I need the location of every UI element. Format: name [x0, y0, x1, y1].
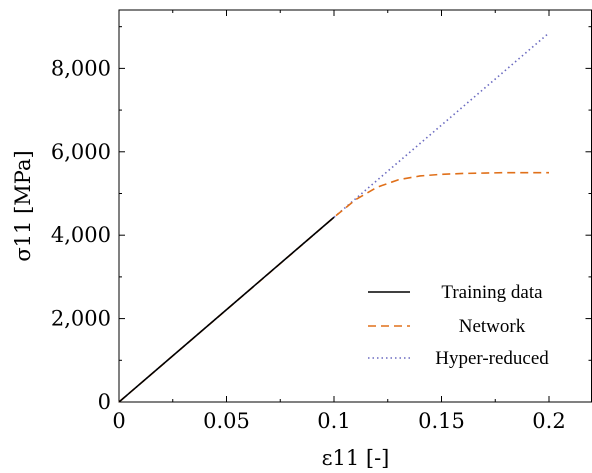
series-layer [118, 32, 550, 403]
plot-frame [118, 9, 592, 403]
legend-label: Network [459, 316, 526, 337]
legend-label: Hyper-reduced [435, 348, 549, 369]
axis-ticks: 0 0.05 0.1 0.15 0.2 0 2,000 4,000 6,000 8,000 [51, 10, 592, 433]
x-axis-label: ε11 [-] [322, 446, 390, 470]
y-tick-label: 2,000 [51, 307, 111, 331]
y-tick-label: 6,000 [51, 140, 111, 164]
y-tick-label: 4,000 [51, 223, 111, 247]
plot-area [118, 9, 592, 403]
x-tick-label: 0.05 [203, 409, 250, 433]
y-axis-label: σ11 [MPa] [11, 150, 35, 261]
x-tick-label: 0 [112, 409, 125, 433]
training-data-line [118, 216, 335, 403]
y-tick-label: 0 [98, 390, 111, 414]
x-tick-label: 0.2 [532, 409, 565, 433]
legend: Training data Network Hyper-reduced [368, 282, 549, 369]
x-tick-label: 0.15 [418, 409, 465, 433]
network-line [118, 171, 549, 403]
legend-label: Training data [441, 282, 543, 303]
x-tick-label: 0.1 [317, 409, 350, 433]
y-tick-label: 8,000 [51, 56, 111, 80]
